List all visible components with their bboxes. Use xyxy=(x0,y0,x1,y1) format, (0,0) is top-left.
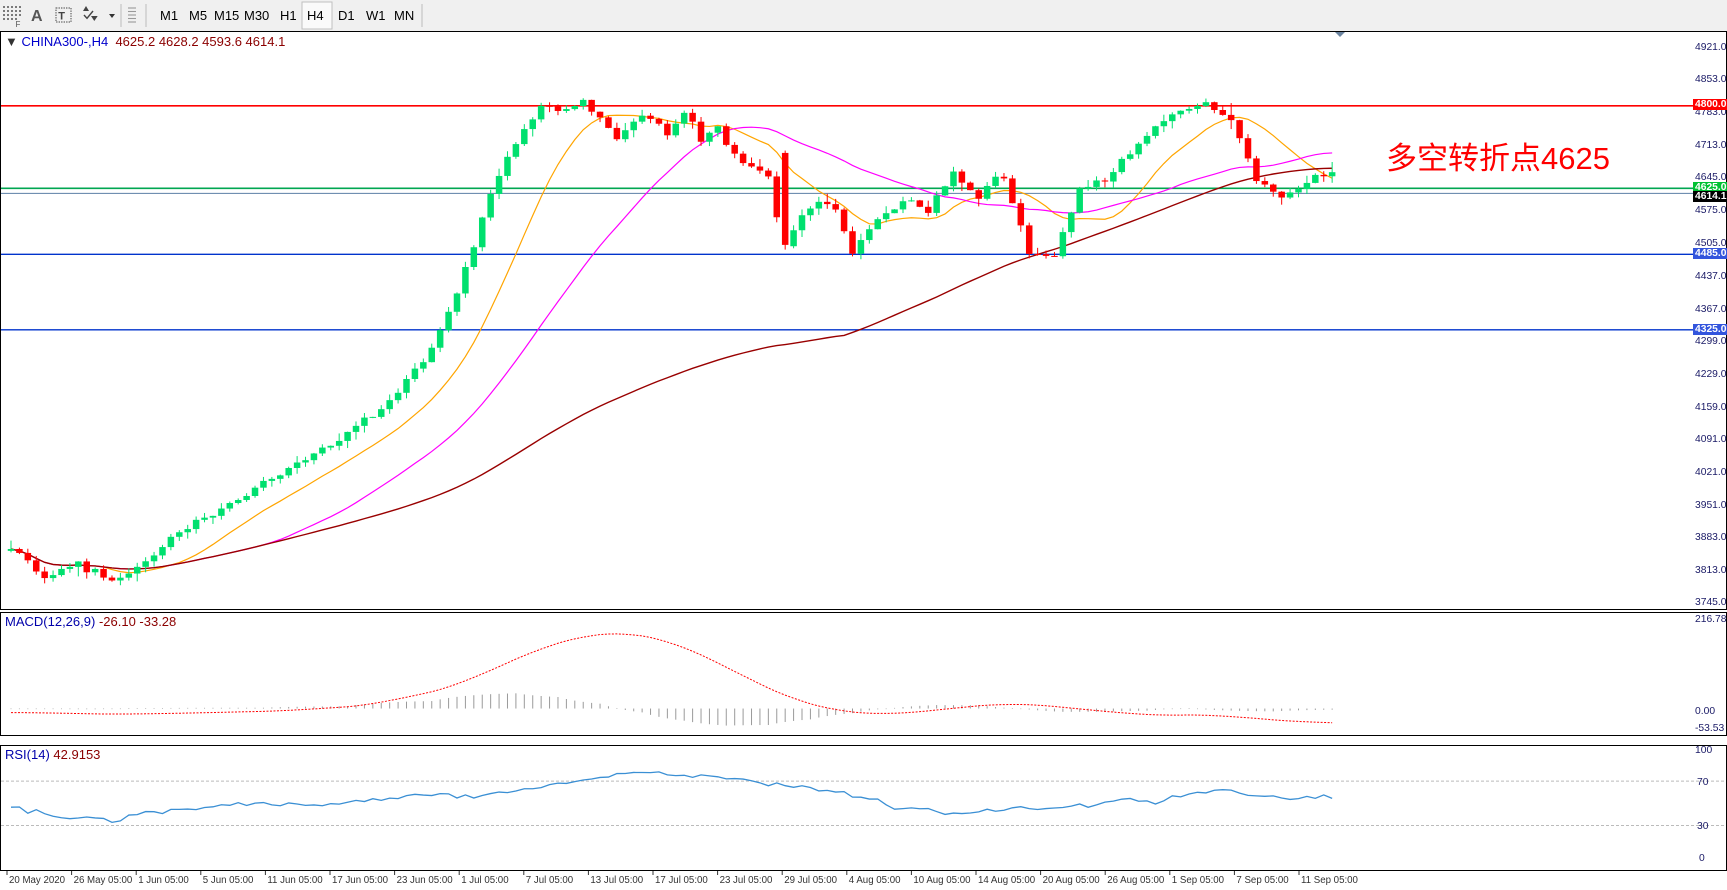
svg-text:H1: H1 xyxy=(280,8,297,23)
svg-text:W1: W1 xyxy=(366,8,386,23)
svg-text:M15: M15 xyxy=(214,8,239,23)
svg-text:T: T xyxy=(58,11,65,23)
svg-text:A: A xyxy=(31,8,43,25)
svg-text:MN: MN xyxy=(394,8,414,23)
svg-text:H4: H4 xyxy=(307,8,324,23)
svg-text:M5: M5 xyxy=(189,8,207,23)
svg-text:D1: D1 xyxy=(338,8,355,23)
svg-text:F: F xyxy=(16,20,21,29)
svg-text:M30: M30 xyxy=(244,8,269,23)
svg-text:M1: M1 xyxy=(160,8,178,23)
